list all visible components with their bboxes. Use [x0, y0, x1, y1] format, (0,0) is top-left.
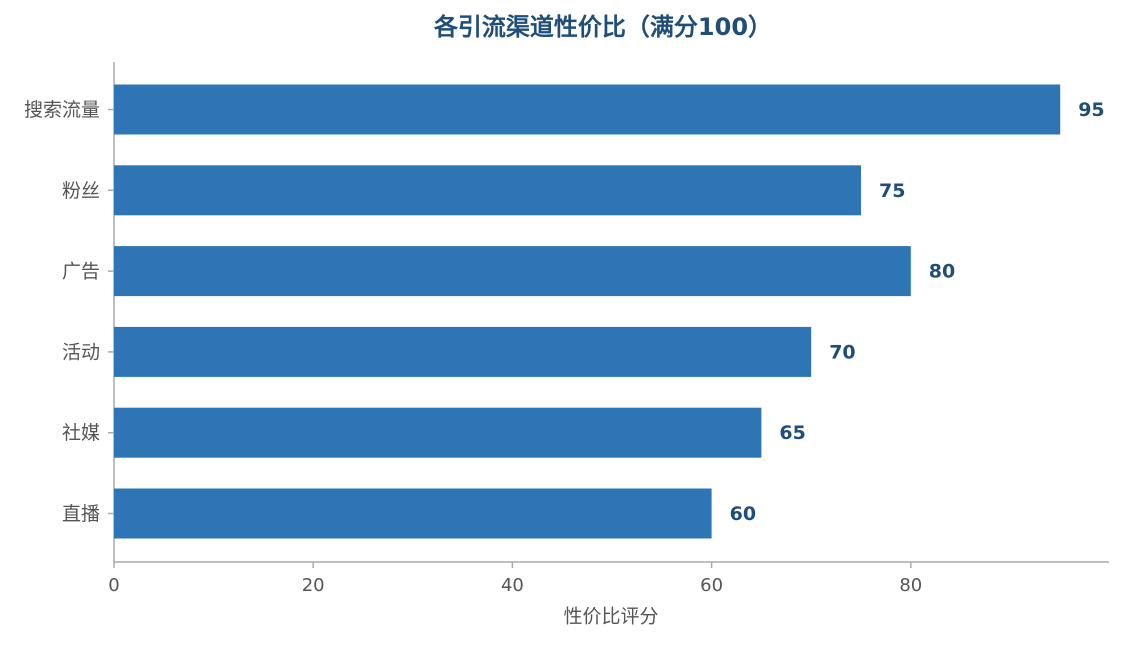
y-tick-label: 粉丝 — [62, 180, 100, 202]
chart-title: 各引流渠道性价比（满分100） — [433, 13, 772, 41]
value-label: 95 — [1078, 99, 1104, 121]
bar — [114, 326, 812, 377]
x-tick-label: 0 — [108, 575, 119, 596]
bar — [114, 246, 911, 297]
x-axis-label: 性价比评分 — [563, 606, 658, 628]
x-tick-label: 40 — [501, 575, 524, 596]
value-label: 65 — [779, 422, 805, 444]
value-label: 60 — [730, 503, 756, 525]
value-label: 80 — [929, 261, 955, 283]
x-tick-label: 20 — [302, 575, 325, 596]
bar — [114, 407, 762, 458]
y-tick-label: 广告 — [62, 261, 100, 283]
value-label: 75 — [879, 180, 905, 202]
y-tick-label: 活动 — [62, 341, 100, 363]
x-tick-label: 60 — [700, 575, 723, 596]
bar — [114, 84, 1061, 135]
value-label: 70 — [829, 341, 855, 363]
bar — [114, 488, 712, 539]
y-tick-label: 社媒 — [62, 422, 100, 444]
x-tick-label: 80 — [899, 575, 922, 596]
y-tick-label: 直播 — [62, 503, 100, 525]
y-tick-label: 搜索流量 — [24, 99, 100, 121]
bar — [114, 165, 861, 216]
